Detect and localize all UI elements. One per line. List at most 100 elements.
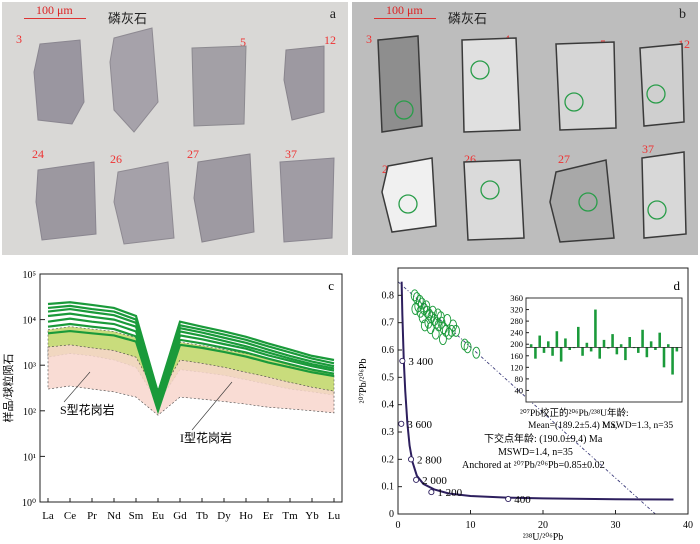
x-tick-label: Gd bbox=[173, 510, 187, 522]
x-tick-label: 10 bbox=[466, 520, 476, 531]
panel-d-tw-chart: 3 400 3 600 2 800 2 000 1 200 400 0 10 20 30 40 0 0.… bbox=[352, 262, 698, 543]
x-tick-label: 30 bbox=[611, 520, 621, 531]
x-tick-label: Lu bbox=[328, 510, 341, 522]
inset-y-tick-label: 40 bbox=[515, 385, 524, 395]
mswd-text: MSWD=1.4, n=35 bbox=[498, 447, 573, 458]
inset-bar bbox=[589, 347, 593, 352]
panel-letter: d bbox=[674, 278, 681, 293]
inset-bar bbox=[585, 342, 589, 348]
grain-number: 26 bbox=[110, 152, 122, 166]
y-tick-label: 10² bbox=[23, 407, 36, 418]
data-ellipse bbox=[416, 305, 425, 318]
inset-bar bbox=[568, 347, 571, 350]
y-tick-label: 0.1 bbox=[382, 482, 395, 493]
plot-frame bbox=[39, 273, 343, 503]
inset-y-tick-label: 360 bbox=[510, 293, 523, 303]
concordia-curve bbox=[400, 281, 674, 501]
y-tick-label: 0.8 bbox=[382, 290, 395, 301]
y-tick-label: 0.2 bbox=[382, 454, 395, 465]
scale-bar bbox=[24, 18, 86, 19]
panel-letter: c bbox=[328, 278, 334, 293]
ree-series-line bbox=[47, 322, 335, 411]
inset-bar bbox=[628, 337, 631, 348]
ree-series-line bbox=[47, 307, 335, 401]
grain-image bbox=[641, 151, 687, 239]
anchor-text: Anchored at ²⁰⁷Pb/²⁰⁶Pb=0.85±0.02 bbox=[462, 460, 605, 471]
data-ellipse bbox=[443, 313, 452, 326]
data-ellipse bbox=[463, 341, 472, 354]
panel-a-optical-images: 100 μm 磷灰石 a 3 4 5 12 24 26 27 37 bbox=[2, 2, 348, 255]
inset-bar bbox=[547, 341, 550, 348]
y-tick-label: 10⁰ bbox=[22, 498, 36, 509]
grain-image bbox=[377, 35, 423, 133]
data-ellipse bbox=[433, 308, 442, 321]
mineral-label: 磷灰石 bbox=[108, 11, 148, 26]
concordia-age-label: 3 600 bbox=[407, 419, 432, 431]
inset-y-tick-label: 320 bbox=[510, 305, 523, 315]
grain-number: 24 bbox=[32, 147, 44, 161]
inset-y-tick-label: 200 bbox=[510, 339, 523, 349]
grain-image bbox=[279, 157, 335, 243]
data-ellipse bbox=[410, 289, 419, 302]
y-axis-label: ²⁰⁷Pb/²⁰⁶Pb bbox=[358, 359, 369, 404]
inset-bar bbox=[598, 347, 601, 359]
inset-bar bbox=[611, 334, 614, 348]
s-type-field bbox=[47, 344, 335, 416]
concordia-age-marker bbox=[398, 420, 405, 427]
inset-bar bbox=[607, 347, 610, 349]
data-ellipse bbox=[447, 324, 456, 337]
inset-bar bbox=[637, 347, 640, 353]
concordia-age-label: 1 200 bbox=[437, 487, 462, 499]
scale-label: 100 μm bbox=[386, 3, 423, 17]
mineral-label: 磷灰石 bbox=[448, 11, 488, 26]
grain-image bbox=[113, 161, 175, 245]
x-tick-label: La bbox=[42, 510, 54, 522]
data-ellipse bbox=[472, 346, 481, 359]
data-ellipse bbox=[420, 319, 429, 332]
inset-mswd-text: MSWD=1.3, n=35 bbox=[602, 421, 673, 431]
ree-series-line bbox=[47, 312, 335, 403]
x-tick-label: Nd bbox=[107, 510, 121, 522]
grain-image bbox=[191, 45, 247, 127]
inset-bar bbox=[654, 347, 657, 350]
inset-bar bbox=[602, 339, 606, 348]
inset-bar bbox=[529, 344, 533, 348]
y-tick-label: 0.7 bbox=[382, 318, 395, 329]
inset-bar bbox=[581, 347, 584, 356]
panel-letter: b bbox=[679, 7, 686, 22]
grain-image bbox=[639, 43, 685, 127]
ree-chart-svg: 10⁰ 10¹ 10² 10³ 10⁴ 10⁵ La Ce Pr Nd Sm Eu Gd Tb Dy Ho Er… bbox=[1, 270, 343, 522]
y-tick-label: 10³ bbox=[23, 361, 36, 372]
y-tick-label: 0.6 bbox=[382, 345, 395, 356]
grain-number: 27 bbox=[187, 147, 199, 161]
inset-bar bbox=[564, 338, 567, 348]
x-tick-label: Ce bbox=[64, 510, 76, 522]
x-tick-label: Dy bbox=[217, 510, 231, 522]
y-tick-label: 0.4 bbox=[382, 400, 395, 411]
concordia-age-label: 3 400 bbox=[408, 356, 433, 368]
annotation-leader bbox=[191, 381, 233, 431]
grain-image bbox=[555, 41, 617, 131]
ree-series-line bbox=[47, 301, 335, 397]
inset-y-tick-label: 160 bbox=[510, 351, 523, 361]
inset-bar bbox=[551, 347, 554, 356]
grain-image bbox=[283, 45, 325, 121]
inset-bar bbox=[594, 309, 597, 348]
inset-bar bbox=[615, 347, 619, 355]
inset-y-tick-label: 240 bbox=[510, 328, 523, 338]
scale-bar bbox=[374, 18, 436, 19]
x-tick-label: 40 bbox=[683, 520, 693, 531]
panel-b-cl-images: 100 μm 磷灰石 b 3 4 5 12 24 26 27 37 bbox=[352, 2, 698, 255]
inset-bar bbox=[649, 341, 653, 348]
s-type-label: S型花岗岩 bbox=[60, 402, 115, 417]
grain-image bbox=[33, 39, 85, 125]
x-tick-label: Ho bbox=[239, 510, 253, 522]
data-ellipse bbox=[438, 333, 447, 346]
ree-series-line bbox=[47, 329, 335, 415]
concordia-age-marker bbox=[413, 476, 420, 483]
data-ellipse bbox=[411, 303, 420, 315]
y-axis-label: 样品/球粒陨石 bbox=[1, 353, 15, 422]
grain-number: 27 bbox=[558, 152, 570, 166]
analysis-spot bbox=[480, 180, 500, 200]
x-tick-label: Pr bbox=[87, 510, 97, 522]
